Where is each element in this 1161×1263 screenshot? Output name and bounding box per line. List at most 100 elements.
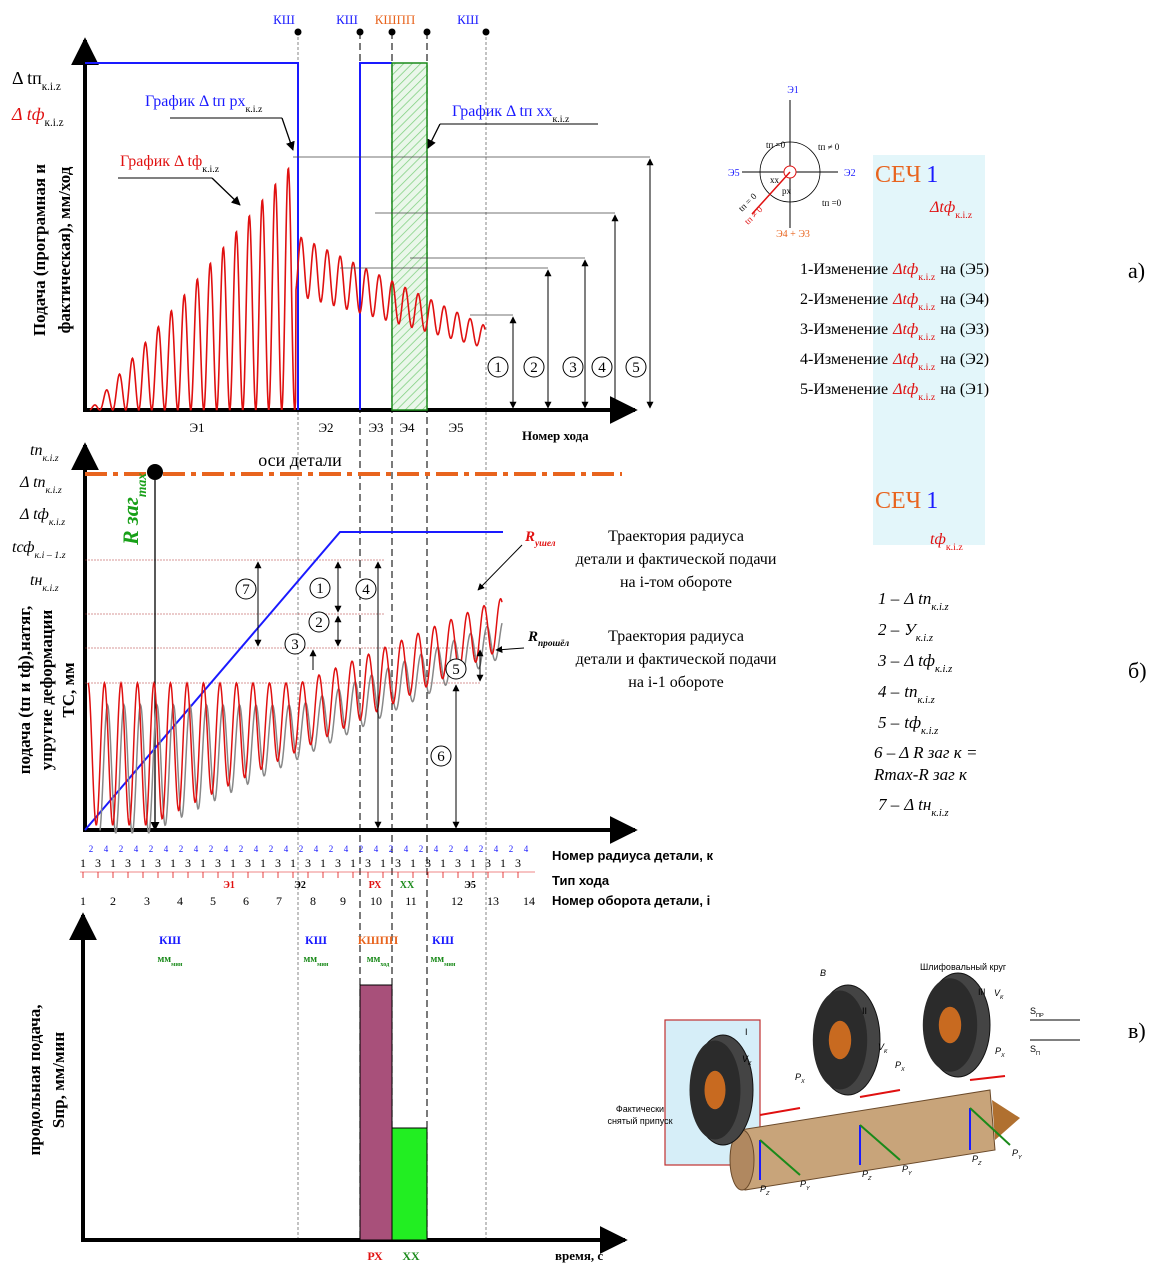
y-label: Δ tфк.i.z — [11, 104, 64, 129]
label-part: 2 – — [878, 620, 900, 639]
label: снятый припуск — [607, 1116, 672, 1126]
label-part: к.i.z — [42, 453, 58, 464]
radius-number: 4 — [284, 844, 289, 854]
label-part: ушел — [534, 539, 556, 549]
label: Э4 + Э3 — [776, 229, 810, 240]
radius-number: 3 — [125, 856, 131, 870]
trajectory-note: детали и фактической подачи — [576, 651, 777, 668]
arrow — [428, 124, 440, 148]
label-part: прошёл — [538, 639, 569, 649]
force-vector — [860, 1090, 900, 1097]
radius-number: 2 — [269, 844, 274, 854]
unit-label: ммход — [367, 954, 390, 968]
y-label: Δ tфк.i.z — [19, 506, 65, 528]
circle-number: 1 — [316, 581, 324, 597]
label-part: 7 – — [878, 795, 900, 814]
label-part: мм — [304, 954, 318, 965]
label-part: tсф — [12, 539, 35, 556]
label-part: к.i.z — [931, 808, 948, 819]
label-part: График Δ tф — [120, 153, 202, 170]
mode-label: КШ — [336, 12, 358, 27]
label-part: КШ — [432, 933, 454, 947]
radius-number: 2 — [329, 844, 334, 854]
radius-number: 3 — [275, 856, 281, 870]
label-part: СЕЧ — [875, 162, 921, 188]
label-part: к.i.z — [45, 117, 64, 129]
label-part: к.i.z — [917, 695, 934, 706]
radius-number: 3 — [215, 856, 221, 870]
circle-number: 5 — [632, 360, 640, 376]
label-part: к.i.z — [931, 602, 948, 613]
label-part: Z — [977, 1161, 982, 1167]
circle-number: 6 — [437, 749, 445, 765]
mode-label: КШ — [159, 933, 181, 947]
radius-number: 2 — [209, 844, 214, 854]
radius-number: 4 — [314, 844, 319, 854]
label: Э2 — [844, 168, 856, 179]
label-part: К — [1000, 995, 1004, 1001]
wheel-hub — [705, 1071, 726, 1110]
circle-number: 4 — [598, 360, 606, 376]
label-part: Y — [1018, 1155, 1023, 1161]
y-label: Δ tпк.i.z — [19, 474, 62, 496]
y-title: ТС, мм — [59, 662, 78, 718]
mode-label: КШ — [273, 12, 295, 27]
label-part: 3-Изменение — [800, 321, 888, 338]
revolution-number: 3 — [144, 894, 150, 908]
row-title: Номер радиуса детали, к — [552, 848, 713, 863]
label: tп ≠ 0 — [818, 142, 840, 152]
label-part: к.i.z — [42, 81, 61, 93]
radius-number: 4 — [494, 844, 499, 854]
radius-number: 2 — [149, 844, 154, 854]
label-part: на (Э3) — [940, 321, 989, 338]
label-part: 1 – — [878, 589, 900, 608]
label-part: 1 — [926, 488, 938, 514]
revolution-number: 8 — [310, 894, 316, 908]
label-part: R — [524, 529, 535, 545]
radius-number: 1 — [320, 856, 326, 870]
label-part: X — [900, 1067, 905, 1073]
label: B — [820, 968, 826, 978]
label-part: к.i.z — [935, 664, 952, 675]
graph-label: График Δ tп рхк.i.z — [145, 93, 263, 115]
label-part: Δ tф — [19, 506, 49, 523]
y-label: Δ tпк.i.z — [12, 68, 61, 93]
axis-label: оси детали — [258, 450, 342, 470]
radius-number: 1 — [80, 856, 86, 870]
label: PZ — [972, 1154, 982, 1167]
radius-number: 3 — [425, 856, 431, 870]
mode-label: КШ — [305, 933, 327, 947]
label-part: max — [134, 473, 149, 497]
label-part: 5-Изменение — [800, 381, 888, 398]
label-part: мин — [317, 961, 329, 968]
revolution-number: 6 — [243, 894, 249, 908]
trajectory-note: Траектория радиуса — [608, 628, 744, 645]
radius-number: 4 — [164, 844, 169, 854]
label-part: Z — [765, 1191, 770, 1197]
trajectory-note: на i-1 обороте — [628, 674, 723, 691]
radius-number: 4 — [254, 844, 259, 854]
label: tп =0 — [822, 198, 842, 208]
force-vector — [970, 1076, 1005, 1080]
radius-number: 1 — [260, 856, 266, 870]
force-vector — [760, 1108, 800, 1115]
pass-type: Э1 — [223, 880, 235, 891]
guide-dot — [295, 29, 302, 36]
circle-number: 2 — [530, 360, 538, 376]
radius-number: 1 — [350, 856, 356, 870]
center-tip — [992, 1100, 1020, 1140]
panel-letter: б) — [1128, 658, 1147, 683]
panel-letter: а) — [1128, 258, 1145, 283]
label: Фактически — [616, 1104, 664, 1114]
label-part: на (Э5) — [940, 261, 989, 278]
label-part: 4-Изменение — [800, 351, 888, 368]
label-part: Y — [806, 1186, 811, 1192]
max-point — [147, 464, 163, 480]
zone-label: Э3 — [368, 420, 383, 435]
revolution-number: 2 — [110, 894, 116, 908]
unit-label: мммин — [158, 954, 183, 968]
diagram: КШКШКШППКШ12345Δ tпк.i.zΔ tфк.i.zПодача … — [0, 0, 1161, 1263]
zone-label: Э2 — [318, 420, 333, 435]
radius-number: 3 — [335, 856, 341, 870]
radius-number: 2 — [119, 844, 124, 854]
